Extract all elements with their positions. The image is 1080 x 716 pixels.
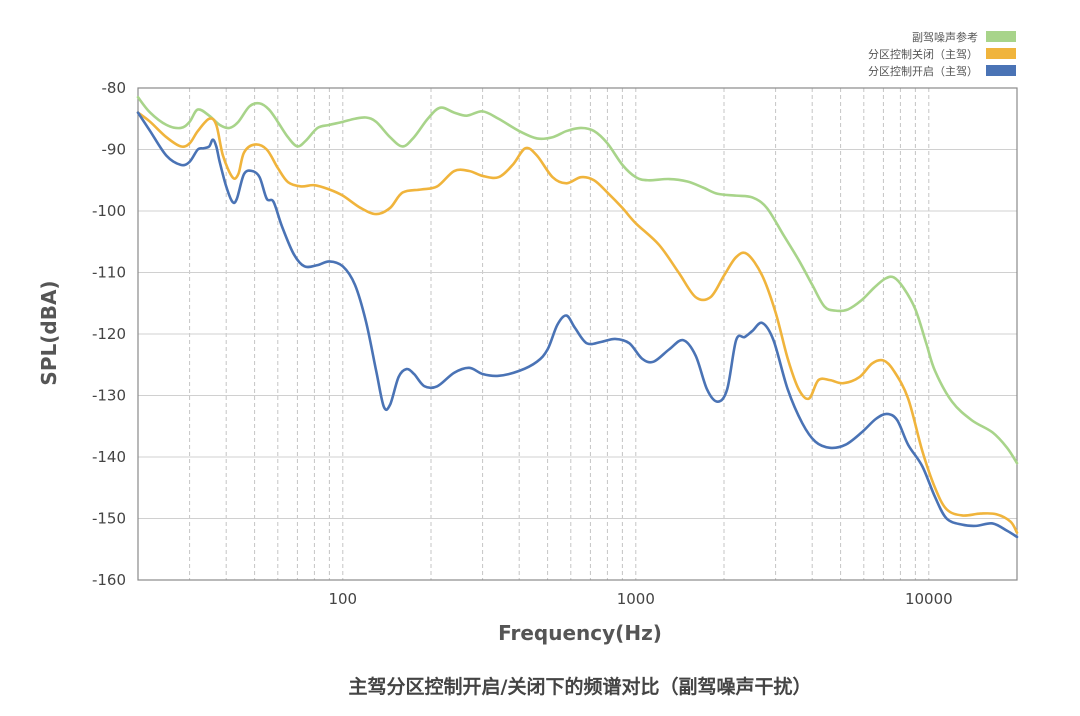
series-line-2 — [136, 111, 1019, 534]
y-tick-label: -130 — [92, 387, 126, 405]
y-tick-label: -140 — [92, 448, 126, 466]
y-tick-label: -150 — [92, 510, 126, 528]
legend-swatch — [986, 31, 1016, 42]
x-tick-label: 1000 — [617, 590, 655, 608]
y-tick-label: -160 — [92, 571, 126, 589]
plot-frame — [137, 87, 1018, 581]
y-tick-label: -120 — [92, 325, 126, 343]
x-tick-label: 100 — [328, 590, 357, 608]
y-tick-label: -100 — [92, 202, 126, 220]
series-line-1 — [136, 95, 1019, 465]
y-tick-label: -80 — [102, 79, 127, 97]
horizontal-gridlines — [138, 149, 1017, 519]
y-tick-label: -90 — [102, 141, 127, 159]
chart-caption: 主驾分区控制开启/关闭下的频谱对比（副驾噪声干扰） — [349, 675, 812, 698]
plot-border — [137, 87, 1018, 581]
legend-label: 分区控制关闭（主驾） — [868, 47, 978, 61]
y-tick-label: -110 — [92, 264, 126, 282]
legend-swatch — [986, 65, 1016, 76]
legend-swatch — [986, 48, 1016, 59]
legend-label: 分区控制开启（主驾） — [868, 64, 978, 78]
x-tick-labels: 100 1000 10000 — [328, 590, 952, 608]
y-tick-labels: -80 -90 -100 -110 -120 -130 -140 -150 -160 — [92, 79, 126, 589]
legend-label: 副驾噪声参考 — [912, 30, 978, 44]
x-tick-label: 10000 — [905, 590, 953, 608]
series-lines — [136, 95, 1019, 539]
y-axis-title: SPL(dBA) — [37, 280, 61, 385]
series-line-3 — [136, 111, 1019, 539]
x-axis-title: Frequency(Hz) — [498, 621, 662, 645]
